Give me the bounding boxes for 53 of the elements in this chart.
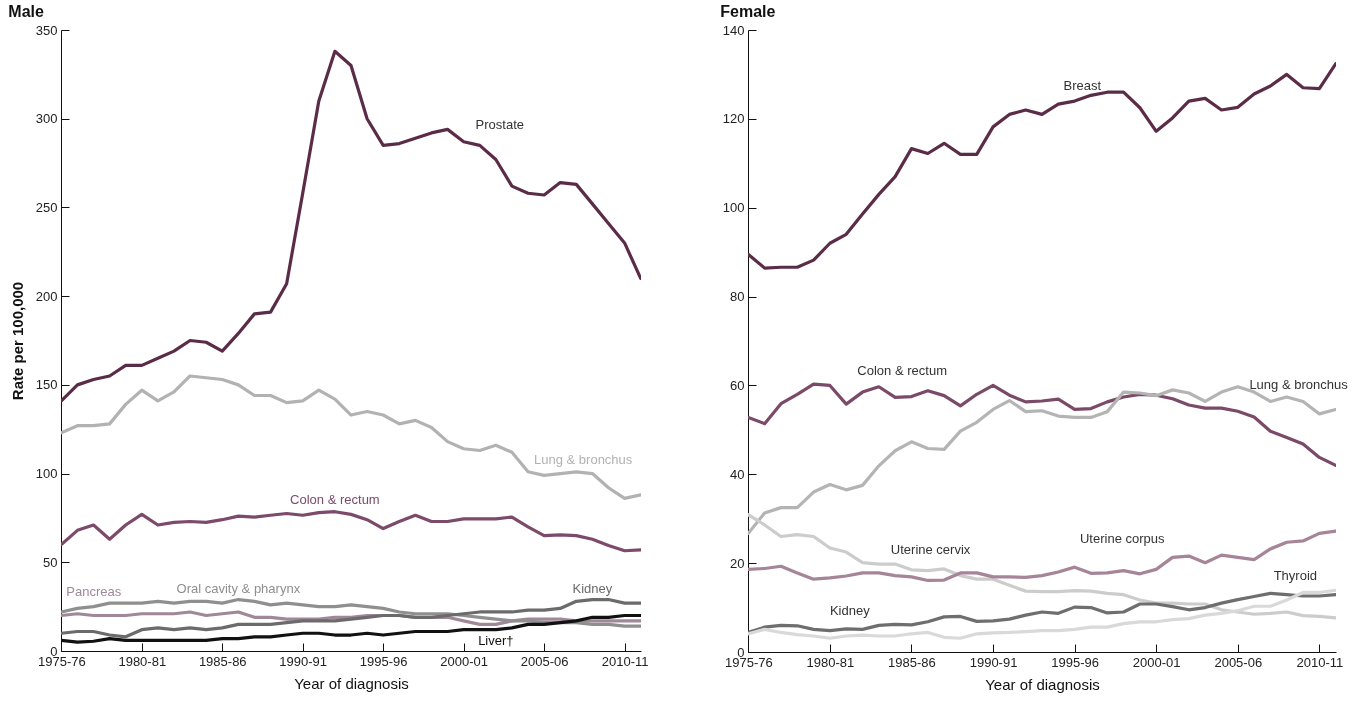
x-tick-label: 2010-11 — [1296, 654, 1344, 670]
y-tick-label: 80 — [730, 289, 745, 305]
series-label: Kidney — [829, 602, 871, 618]
line-series — [748, 62, 1336, 270]
y-tick-label: 20 — [730, 555, 745, 571]
series-label: Lung & bronchus — [1249, 377, 1349, 393]
y-tick-label: 250 — [35, 199, 58, 215]
line-series — [61, 49, 641, 403]
line-series — [748, 513, 1336, 620]
x-tick-label: 1985-86 — [888, 654, 936, 670]
series-label: Uterine corpus — [1079, 531, 1166, 547]
x-tick-label: 2000-01 — [440, 653, 489, 669]
chart-title: Male — [8, 3, 44, 20]
x-tick-label: 2005-06 — [1214, 654, 1263, 670]
y-tick-label: 100 — [722, 200, 745, 216]
series-label: Prostate — [475, 117, 524, 133]
x-tick-label: 1990-91 — [969, 654, 1018, 670]
y-axis-title: Rate per 100,000 — [8, 281, 26, 401]
y-tick-label: 140 — [722, 22, 745, 38]
x-tick-label: 1985-86 — [198, 653, 247, 669]
line-series — [61, 597, 641, 628]
x-tick-label: 1990-91 — [279, 653, 328, 669]
series-label: Breast — [1063, 78, 1102, 94]
x-tick-label: 1980-81 — [118, 653, 167, 669]
x-axis-title: Year of diagnosis — [985, 675, 1100, 693]
y-tick-label: 120 — [722, 111, 745, 127]
x-tick-label: 2000-01 — [1132, 654, 1181, 670]
series-label: Oral cavity & pharynx — [176, 580, 301, 596]
chart-title: Female — [720, 3, 776, 20]
y-tick-label: 350 — [35, 22, 58, 38]
y-tick-label: 40 — [730, 466, 745, 482]
y-tick-label: 300 — [35, 111, 58, 127]
series-label: Uterine cervix — [890, 542, 971, 558]
x-axis-title: Year of diagnosis — [294, 674, 409, 692]
y-tick-label: 150 — [35, 377, 58, 393]
series-label: Colon & rectum — [290, 491, 380, 507]
x-tick-label: 2010-11 — [601, 653, 649, 669]
x-tick-label: 1980-81 — [806, 654, 855, 670]
y-tick-label: 200 — [35, 288, 58, 304]
series-label: Liver† — [478, 632, 514, 648]
series-label: Thyroid — [1273, 568, 1318, 584]
series-label: Kidney — [572, 580, 613, 596]
series-label: Lung & bronchus — [534, 451, 633, 467]
x-tick-label: 1995-96 — [359, 653, 408, 669]
y-tick-label: 60 — [730, 377, 745, 393]
x-tick-label: 1995-96 — [1051, 654, 1099, 670]
y-tick-label: 100 — [35, 466, 58, 482]
series-label: Colon & rectum — [857, 363, 947, 379]
line-series — [748, 529, 1336, 583]
x-tick-label: 2005-06 — [520, 653, 569, 669]
series-label: Pancreas — [66, 583, 122, 599]
line-series — [61, 510, 641, 553]
y-tick-label: 50 — [43, 554, 58, 570]
